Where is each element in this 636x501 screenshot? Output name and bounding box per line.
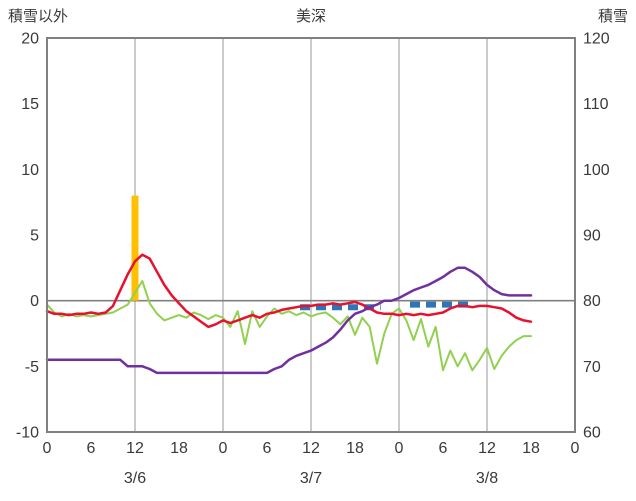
x-date-label: 3/8 — [476, 470, 498, 487]
right-axis-title: 積雪 — [597, 8, 628, 25]
x-hour-tick-label: 0 — [219, 440, 228, 457]
y-right-tick-label: 60 — [583, 425, 601, 442]
y-left-tick-label: -10 — [16, 425, 39, 442]
x-hour-tick-label: 18 — [522, 440, 540, 457]
y-right-tick-label: 100 — [583, 162, 610, 179]
x-hour-tick-label: 12 — [126, 440, 144, 457]
plot-border — [46, 37, 576, 433]
y-left-tick-label: 15 — [21, 96, 39, 113]
y-right-tick-label: 90 — [583, 228, 601, 245]
x-hour-tick-label: 6 — [263, 440, 272, 457]
series-red-line — [45, 253, 533, 329]
y-left-tick-label: 0 — [30, 293, 39, 310]
y-right-tick-label: 70 — [583, 359, 601, 376]
y-right-tick-label: 120 — [583, 31, 610, 48]
x-hour-tick-label: 18 — [170, 440, 188, 457]
x-hour-tick-label: 12 — [478, 440, 496, 457]
left-axis-title: 積雪以外 — [8, 8, 69, 25]
x-hour-tick-label: 12 — [302, 440, 320, 457]
chart-title: 美深 — [295, 8, 326, 25]
x-hour-tick-label: 0 — [571, 440, 580, 457]
y-left-tick-label: 20 — [21, 31, 39, 48]
x-hour-tick-label: 6 — [87, 440, 96, 457]
x-date-label: 3/6 — [124, 470, 146, 487]
orange-bar — [131, 195, 139, 301]
y-left-tick-label: 5 — [30, 228, 39, 245]
y-right-tick-label: 80 — [583, 293, 601, 310]
x-hour-tick-label: 18 — [346, 440, 364, 457]
x-date-label: 3/7 — [300, 470, 322, 487]
series-green-line — [46, 280, 532, 372]
y-left-tick-label: -5 — [25, 359, 39, 376]
series-purple-line — [45, 266, 533, 375]
x-hour-tick-label: 6 — [439, 440, 448, 457]
x-hour-tick-label: 0 — [43, 440, 52, 457]
x-hour-tick-label: 0 — [395, 440, 404, 457]
y-left-tick-label: 10 — [21, 162, 39, 179]
y-right-tick-label: 110 — [583, 96, 609, 113]
